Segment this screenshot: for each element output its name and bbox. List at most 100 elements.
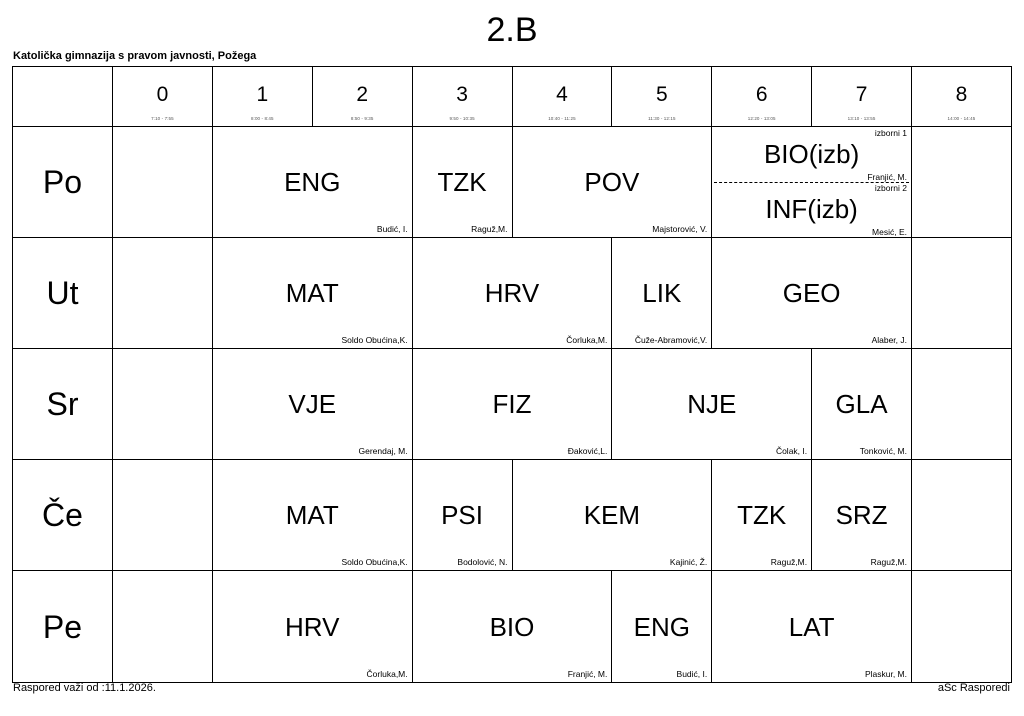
- period-time: 10:40 - 11:25: [548, 116, 576, 121]
- lesson-subject: BIO(izb): [763, 138, 860, 169]
- lesson-cell[interactable]: TZK Raguž,M.: [411, 126, 513, 238]
- empty-slot[interactable]: [911, 459, 1012, 571]
- period-number: 8: [955, 83, 968, 106]
- period-number: 0: [156, 83, 169, 106]
- period-header-7[interactable]: 7 13:10 - 13:55: [811, 66, 912, 127]
- lesson-subject: TZK: [737, 500, 787, 530]
- lesson-cell[interactable]: HRV Čorluka,M.: [411, 237, 613, 349]
- lesson-cell[interactable]: NJE Čolak, I.: [611, 348, 813, 460]
- timetable-row-Pe: Pe HRV Čorluka,M. BIO Franjić, M. ENG Budić, I…: [12, 570, 1012, 683]
- lesson-cell[interactable]: LAT Plaskur, M.: [711, 570, 912, 683]
- lesson-cell[interactable]: ENG Budić, I.: [211, 126, 413, 238]
- lesson-teacher: Mesić, E.: [872, 227, 907, 237]
- period-time: 8:00 - 8:45: [251, 116, 274, 121]
- period-time: 7:10 - 7:55: [151, 116, 174, 121]
- timetable-row-Ut: Ut MAT Soldo Obućina,K. HRV Čorluka,M. LIK Čuž…: [12, 237, 1012, 349]
- lesson-cell[interactable]: GLA Tonković, M.: [811, 348, 912, 460]
- lesson-teacher: Čorluka,M.: [366, 669, 408, 679]
- period-header-0[interactable]: 0 7:10 - 7:55: [112, 66, 213, 127]
- period-header-5[interactable]: 5 11:30 - 12:15: [611, 66, 713, 127]
- day-label-cell: Po: [12, 126, 113, 238]
- timetable-row-Sr: Sr VJE Gerendaj, M. FIZ Đaković,L. NJE Čolak, …: [12, 348, 1012, 460]
- lesson-teacher: Bodolović, N.: [457, 557, 508, 567]
- lesson-cell[interactable]: MAT Soldo Obućina,K.: [211, 459, 413, 571]
- empty-slot[interactable]: [112, 237, 213, 349]
- lesson-subject: GLA: [835, 389, 888, 419]
- lesson-teacher: Čuže-Abramović,V.: [634, 335, 708, 345]
- empty-slot[interactable]: [911, 237, 1012, 349]
- period-number: 1: [256, 83, 269, 106]
- lesson: MAT Soldo Obućina,K.: [213, 460, 412, 570]
- lesson-cell[interactable]: MAT Soldo Obućina,K.: [211, 237, 413, 349]
- period-number: 5: [655, 83, 668, 106]
- period-time: 11:30 - 12:15: [648, 116, 676, 121]
- period-time: 13:10 - 13:55: [847, 116, 876, 121]
- elective-group-2[interactable]: izborni 2 INF(izb) Mesić, E.: [712, 182, 911, 237]
- lesson-teacher: Plaskur, M.: [864, 669, 907, 679]
- lesson-teacher: Majstorović, V.: [652, 224, 708, 234]
- period-number: 4: [556, 83, 568, 106]
- page-title: 2.B: [486, 11, 538, 49]
- lesson-teacher: Alaber, J.: [871, 335, 907, 345]
- period-time: 9:50 - 10:35: [449, 116, 475, 121]
- timetable-row-Če: Če MAT Soldo Obućina,K. PSI Bodolović, N. KEM…: [12, 459, 1012, 571]
- empty-slot[interactable]: [112, 348, 213, 460]
- day-label-cell: Ut: [12, 237, 113, 349]
- empty-slot[interactable]: [911, 348, 1012, 460]
- lesson-teacher: Franjić, M.: [867, 172, 907, 182]
- period-header-2[interactable]: 2 8:50 - 9:35: [311, 66, 413, 127]
- lesson-cell[interactable]: HRV Čorluka,M.: [211, 570, 413, 683]
- lesson-cell[interactable]: LIK Čuže-Abramović,V.: [611, 237, 713, 349]
- day-label: Pe: [42, 608, 83, 645]
- lesson-cell[interactable]: TZK Raguž,M.: [711, 459, 813, 571]
- lesson-subject: PSI: [441, 500, 484, 530]
- elective-divider: [714, 182, 909, 183]
- lesson: ENG Budić, I.: [612, 571, 711, 682]
- lesson-cell[interactable]: POV Majstorović, V.: [511, 126, 713, 238]
- timetable-header-row: 0 7:10 - 7:55 1 8:00 - 8:45 2 8:50 - 9:35 3 9:5…: [12, 66, 1012, 127]
- lesson: MAT Soldo Obućina,K.: [213, 238, 412, 348]
- empty-slot[interactable]: [112, 570, 213, 683]
- timetable: 0 7:10 - 7:55 1 8:00 - 8:45 2 8:50 - 9:35 3 9:5…: [12, 66, 1012, 683]
- lesson-subject: KEM: [583, 500, 641, 530]
- empty-slot[interactable]: [112, 126, 213, 238]
- day-label: Po: [42, 164, 83, 200]
- empty-slot[interactable]: [112, 459, 213, 571]
- period-header-3[interactable]: 3 9:50 - 10:35: [411, 66, 513, 127]
- lesson: HRV Čorluka,M.: [213, 571, 412, 682]
- empty-slot[interactable]: [911, 126, 1012, 238]
- split-lesson-cell[interactable]: izborni 1 BIO(izb) Franjić, M. izborni 2 INF…: [711, 126, 912, 238]
- lesson-cell[interactable]: GEO Alaber, J.: [711, 237, 912, 349]
- period-header-4[interactable]: 4 10:40 - 11:25: [511, 66, 613, 127]
- lesson-cell[interactable]: FIZ Đaković,L.: [411, 348, 613, 460]
- lesson-subject: MAT: [285, 278, 339, 308]
- period-header-1[interactable]: 1 8:00 - 8:45: [211, 66, 313, 127]
- period-header-6[interactable]: 6 12:20 - 13:05: [711, 66, 813, 127]
- split-cell: izborni 1 BIO(izb) Franjić, M. izborni 2 INF…: [712, 127, 911, 237]
- lesson-cell[interactable]: PSI Bodolović, N.: [411, 459, 513, 571]
- lesson-subject: MAT: [285, 500, 339, 530]
- period-header-8[interactable]: 8 14:00 - 14:45: [911, 66, 1012, 127]
- elective-group-1[interactable]: izborni 1 BIO(izb) Franjić, M.: [712, 127, 911, 182]
- school-name: Katolička gimnazija s pravom javnosti, P…: [13, 50, 257, 62]
- lesson-teacher: Franjić, M.: [567, 669, 608, 679]
- period-number: 3: [456, 83, 468, 106]
- footer-generator: aSc Rasporedi: [937, 682, 1010, 694]
- lesson-teacher: Soldo Obućina,K.: [341, 335, 408, 345]
- lesson-cell[interactable]: KEM Kajinić, Ž.: [511, 459, 713, 571]
- lesson-subject: LIK: [642, 278, 682, 308]
- lesson-teacher: Čolak, I.: [775, 446, 808, 456]
- lesson-subject: BIO: [489, 611, 535, 642]
- lesson-subject: INF(izb): [765, 193, 858, 224]
- lesson-subject: TZK: [437, 167, 487, 197]
- lesson-teacher: Raguž,M.: [770, 557, 808, 567]
- lesson-cell[interactable]: BIO Franjić, M.: [411, 570, 613, 683]
- lesson-subject: FIZ: [492, 389, 532, 419]
- lesson: VJE Gerendaj, M.: [213, 349, 412, 459]
- lesson-cell[interactable]: SRZ Raguž,M.: [811, 459, 912, 571]
- lesson-cell[interactable]: VJE Gerendaj, M.: [211, 348, 413, 460]
- empty-slot[interactable]: [911, 570, 1012, 683]
- lesson: GEO Alaber, J.: [712, 238, 911, 348]
- period-time: 14:00 - 14:45: [947, 116, 976, 121]
- lesson-cell[interactable]: ENG Budić, I.: [611, 570, 713, 683]
